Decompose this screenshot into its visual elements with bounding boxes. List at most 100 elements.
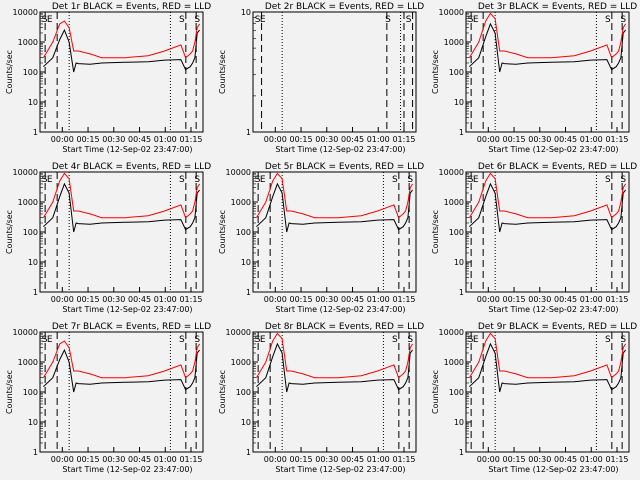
x-axis-label: Start Time (12-Sep-02 23:47:00) xyxy=(488,305,618,314)
interval-marker-s: S xyxy=(407,175,413,185)
plot-title: Det 8r BLACK = Events, RED = LLD xyxy=(265,322,424,332)
y-tick-label: 10000 xyxy=(13,168,38,177)
y-axis-label: Counts/sec xyxy=(431,210,440,254)
x-tick-label: 00:15 xyxy=(503,455,526,464)
y-tick-label: 10000 xyxy=(226,168,251,177)
series-lld xyxy=(255,172,414,219)
x-tick-label: 01:15 xyxy=(392,455,415,464)
x-tick-label: 00:45 xyxy=(554,455,577,464)
y-tick-label: 1 xyxy=(33,288,38,297)
y-tick-label: 10000 xyxy=(13,8,38,17)
x-tick-label: 00:30 xyxy=(102,295,125,304)
y-axis-label: Counts/sec xyxy=(5,50,14,94)
y-tick-label: 1 xyxy=(459,128,464,137)
x-axis-label: Start Time (12-Sep-02 23:47:00) xyxy=(275,305,405,314)
x-tick-label: 01:15 xyxy=(179,135,202,144)
interval-marker-s: S xyxy=(179,15,185,25)
interval-marker-e: E xyxy=(47,335,53,345)
x-tick-label: 01:00 xyxy=(580,295,603,304)
y-tick-label: 1000 xyxy=(231,198,251,207)
x-tick-label: 00:15 xyxy=(503,135,526,144)
x-tick-label: 01:15 xyxy=(605,135,628,144)
interval-marker-e: E xyxy=(260,175,266,185)
detector-plot-7: Det 7r BLACK = Events, RED = LLD 1 10 100 10… xyxy=(5,322,211,474)
y-axis-label: Counts/sec xyxy=(431,370,440,414)
series-lld xyxy=(42,340,201,379)
interval-marker-s: S xyxy=(42,175,48,185)
plot-title: Det 6r BLACK = Events, RED = LLD xyxy=(478,162,637,172)
y-tick-label: 100 xyxy=(23,228,38,237)
plot-frame xyxy=(39,171,204,293)
interval-marker-s: S xyxy=(407,335,413,345)
x-tick-label: 01:15 xyxy=(179,455,202,464)
y-tick-label: 1 xyxy=(246,288,251,297)
series-lld xyxy=(42,20,201,59)
y-tick-label: 100 xyxy=(236,228,251,237)
y-tick-label: 10 xyxy=(28,98,38,107)
series-events xyxy=(43,28,200,73)
series-lld xyxy=(255,332,414,379)
x-axis-label: Start Time (12-Sep-02 23:47:00) xyxy=(488,145,618,154)
y-tick-label: 1000 xyxy=(444,38,464,47)
y-tick-label: 10 xyxy=(28,418,38,427)
x-axis-label: Start Time (12-Sep-02 23:47:00) xyxy=(62,305,192,314)
plot-frame xyxy=(252,171,417,293)
x-tick-label: 00:00 xyxy=(264,135,287,144)
x-tick-label: 00:30 xyxy=(528,135,551,144)
series-events xyxy=(469,182,626,233)
x-tick-label: 00:30 xyxy=(102,455,125,464)
x-tick-label: 00:30 xyxy=(315,135,338,144)
x-tick-label: 01:00 xyxy=(580,135,603,144)
x-tick-label: 00:15 xyxy=(77,135,100,144)
interval-marker-s: S xyxy=(620,335,626,345)
interval-marker-s: S xyxy=(605,335,611,345)
x-tick-label: 00:00 xyxy=(264,455,287,464)
series-lld xyxy=(468,12,627,59)
series-lld xyxy=(468,332,627,379)
x-axis-label: Start Time (12-Sep-02 23:47:00) xyxy=(275,465,405,474)
y-tick-label: 1000 xyxy=(18,38,38,47)
x-axis-label: Start Time (12-Sep-02 23:47:00) xyxy=(275,145,405,154)
x-tick-label: 01:00 xyxy=(154,135,177,144)
y-tick-label: 100 xyxy=(23,68,38,77)
y-tick-label: 10000 xyxy=(439,168,464,177)
x-axis-label: Start Time (12-Sep-02 23:47:00) xyxy=(488,465,618,474)
interval-marker-s: S xyxy=(605,175,611,185)
plot-frame xyxy=(252,11,417,133)
plot-title: Det 9r BLACK = Events, RED = LLD xyxy=(478,322,637,332)
y-tick-label: 1000 xyxy=(18,358,38,367)
interval-marker-s: S xyxy=(620,15,626,25)
y-tick-label: 10000 xyxy=(439,328,464,337)
interval-marker-e: E xyxy=(473,15,479,25)
series-lld xyxy=(42,172,201,219)
detector-plot-5: Det 5r BLACK = Events, RED = LLD 1 10 100 10… xyxy=(218,162,424,314)
y-axis-label: Counts/sec xyxy=(5,370,14,414)
interval-marker-s: S xyxy=(392,335,398,345)
y-tick-label: 10 xyxy=(454,418,464,427)
x-axis-label: Start Time (12-Sep-02 23:47:00) xyxy=(62,145,192,154)
x-tick-label: 00:15 xyxy=(290,455,313,464)
plot-frame xyxy=(465,171,630,293)
x-tick-label: 00:45 xyxy=(128,455,151,464)
series-events xyxy=(256,342,413,393)
x-tick-label: 01:15 xyxy=(392,135,415,144)
interval-marker-s: S xyxy=(194,175,200,185)
y-axis-label: Counts/sec xyxy=(5,210,14,254)
y-tick-label: 1 xyxy=(33,448,38,457)
x-tick-label: 00:45 xyxy=(128,135,151,144)
y-tick-label: 1 xyxy=(459,288,464,297)
x-tick-label: 00:15 xyxy=(290,295,313,304)
y-tick-label: 100 xyxy=(23,388,38,397)
detector-plot-8: Det 8r BLACK = Events, RED = LLD 1 10 100 10… xyxy=(218,322,424,474)
interval-marker-s: S xyxy=(620,175,626,185)
interval-marker-s: S xyxy=(406,15,412,25)
y-tick-label: 1 xyxy=(33,128,38,137)
interval-marker-s: S xyxy=(194,335,200,345)
y-tick-label: 1000 xyxy=(444,198,464,207)
x-tick-label: 01:00 xyxy=(580,455,603,464)
interval-marker-s: S xyxy=(255,15,261,25)
series-events xyxy=(469,22,626,73)
interval-marker-e: E xyxy=(47,175,53,185)
interval-marker-s: S xyxy=(468,335,474,345)
